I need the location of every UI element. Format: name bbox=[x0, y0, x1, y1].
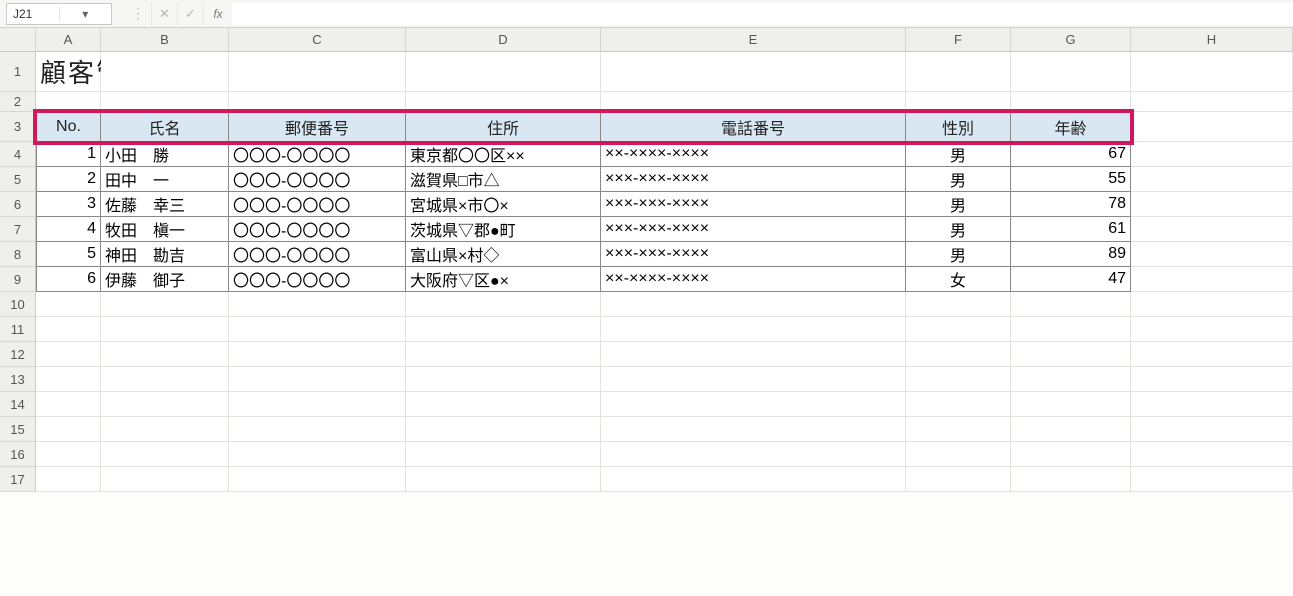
table-cell: 〇〇〇-〇〇〇〇 bbox=[229, 267, 406, 292]
table-cell: 〇〇〇-〇〇〇〇 bbox=[229, 217, 406, 242]
row-header-8[interactable]: 8 bbox=[0, 242, 36, 267]
table-cell: 3 bbox=[36, 192, 101, 217]
table-cell: 男 bbox=[906, 167, 1011, 192]
table-cell: 89 bbox=[1011, 242, 1131, 267]
row-header-11[interactable]: 11 bbox=[0, 317, 36, 342]
table-cell: 6 bbox=[36, 267, 101, 292]
table-cell: 男 bbox=[906, 242, 1011, 267]
table-cell: 4 bbox=[36, 217, 101, 242]
table-cell: 滋賀県□市△ bbox=[406, 167, 601, 192]
table-cell: ×××-×××-×××× bbox=[601, 217, 906, 242]
cancel-icon[interactable]: ✕ bbox=[152, 3, 178, 25]
table-header-1: 氏名 bbox=[101, 112, 229, 142]
table-cell: 男 bbox=[906, 142, 1011, 167]
name-box-value: J21 bbox=[7, 7, 59, 21]
row-header-15[interactable]: 15 bbox=[0, 417, 36, 442]
column-header-G[interactable]: G bbox=[1011, 28, 1131, 51]
row-header-column: 1234567891011121314151617 bbox=[0, 52, 36, 492]
formula-buttons: ⋮ ✕ ✓ fx bbox=[126, 3, 232, 25]
name-box-dropdown-icon[interactable]: ▾ bbox=[59, 7, 112, 21]
formula-bar: J21 ▾ ⋮ ✕ ✓ fx bbox=[0, 0, 1293, 28]
table-header-6: 年齢 bbox=[1011, 112, 1131, 142]
column-header-F[interactable]: F bbox=[906, 28, 1011, 51]
table-header-3: 住所 bbox=[406, 112, 601, 142]
table-cell: 67 bbox=[1011, 142, 1131, 167]
table-header-5: 性別 bbox=[906, 112, 1011, 142]
table-header-0: No. bbox=[36, 112, 101, 142]
table-cell: 伊藤 御子 bbox=[101, 267, 229, 292]
fx-icon[interactable]: fx bbox=[204, 7, 232, 21]
name-box[interactable]: J21 ▾ bbox=[6, 3, 112, 25]
row-header-5[interactable]: 5 bbox=[0, 167, 36, 192]
table-cell: 大阪府▽区●× bbox=[406, 267, 601, 292]
grid-body: 1234567891011121314151617 顧客管理リストNo.氏名郵便… bbox=[0, 52, 1293, 492]
table-cell: 55 bbox=[1011, 167, 1131, 192]
row-header-4[interactable]: 4 bbox=[0, 142, 36, 167]
confirm-icon[interactable]: ✓ bbox=[178, 3, 204, 25]
table-cell: ×××-×××-×××× bbox=[601, 242, 906, 267]
table-cell: ×××-×××-×××× bbox=[601, 192, 906, 217]
table-cell: ××-××××-×××× bbox=[601, 267, 906, 292]
table-cell: 茨城県▽郡●町 bbox=[406, 217, 601, 242]
table-header-4: 電話番号 bbox=[601, 112, 906, 142]
column-header-E[interactable]: E bbox=[601, 28, 906, 51]
row-header-17[interactable]: 17 bbox=[0, 467, 36, 492]
table-cell: 男 bbox=[906, 192, 1011, 217]
row-header-2[interactable]: 2 bbox=[0, 92, 36, 112]
table-cell: 女 bbox=[906, 267, 1011, 292]
table-cell: ×××-×××-×××× bbox=[601, 167, 906, 192]
table-cell: 東京都〇〇区×× bbox=[406, 142, 601, 167]
more-icon[interactable]: ⋮ bbox=[126, 3, 152, 25]
row-header-7[interactable]: 7 bbox=[0, 217, 36, 242]
select-all-corner[interactable] bbox=[0, 28, 36, 51]
row-header-3[interactable]: 3 bbox=[0, 112, 36, 142]
column-header-B[interactable]: B bbox=[101, 28, 229, 51]
column-header-H[interactable]: H bbox=[1131, 28, 1293, 51]
table-cell: 宮城県×市〇× bbox=[406, 192, 601, 217]
row-header-13[interactable]: 13 bbox=[0, 367, 36, 392]
row-header-14[interactable]: 14 bbox=[0, 392, 36, 417]
table-cell: 男 bbox=[906, 217, 1011, 242]
table-cell: 47 bbox=[1011, 267, 1131, 292]
table-cell: 1 bbox=[36, 142, 101, 167]
table-cell: 富山県×村◇ bbox=[406, 242, 601, 267]
formula-input[interactable] bbox=[232, 3, 1293, 25]
table-cell: 田中 一 bbox=[101, 167, 229, 192]
table-cell: 〇〇〇-〇〇〇〇 bbox=[229, 142, 406, 167]
row-header-16[interactable]: 16 bbox=[0, 442, 36, 467]
table-header-2: 郵便番号 bbox=[229, 112, 406, 142]
table-cell: 小田 勝 bbox=[101, 142, 229, 167]
row-header-9[interactable]: 9 bbox=[0, 267, 36, 292]
table-cell: 〇〇〇-〇〇〇〇 bbox=[229, 242, 406, 267]
cell-area[interactable]: 顧客管理リストNo.氏名郵便番号住所電話番号性別年齢1小田 勝〇〇〇-〇〇〇〇東… bbox=[36, 52, 1293, 492]
column-header-D[interactable]: D bbox=[406, 28, 601, 51]
row-header-12[interactable]: 12 bbox=[0, 342, 36, 367]
table-cell: 牧田 槇一 bbox=[101, 217, 229, 242]
table-cell: 5 bbox=[36, 242, 101, 267]
row-header-6[interactable]: 6 bbox=[0, 192, 36, 217]
table-cell: 佐藤 幸三 bbox=[101, 192, 229, 217]
column-header-C[interactable]: C bbox=[229, 28, 406, 51]
row-header-10[interactable]: 10 bbox=[0, 292, 36, 317]
row-header-1[interactable]: 1 bbox=[0, 52, 36, 92]
table-cell: 61 bbox=[1011, 217, 1131, 242]
table-cell: 神田 勘吉 bbox=[101, 242, 229, 267]
page-title: 顧客管理リスト bbox=[36, 52, 101, 92]
column-header-row: ABCDEFGH bbox=[0, 28, 1293, 52]
table-cell: 〇〇〇-〇〇〇〇 bbox=[229, 167, 406, 192]
table-cell: 78 bbox=[1011, 192, 1131, 217]
table-cell: 2 bbox=[36, 167, 101, 192]
table-cell: 〇〇〇-〇〇〇〇 bbox=[229, 192, 406, 217]
column-header-A[interactable]: A bbox=[36, 28, 101, 51]
table-cell: ××-××××-×××× bbox=[601, 142, 906, 167]
